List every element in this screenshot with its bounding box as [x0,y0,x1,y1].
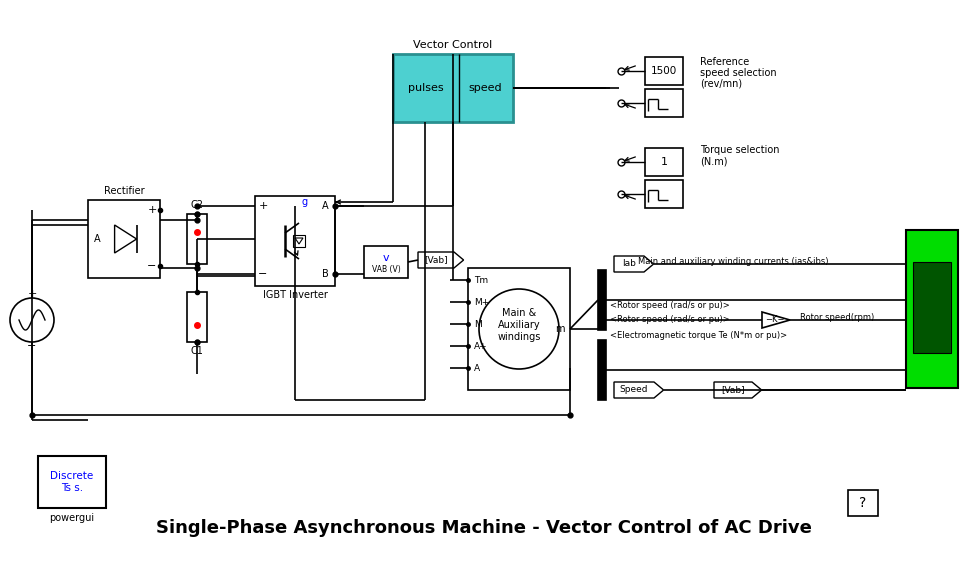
Circle shape [479,289,559,369]
Polygon shape [114,225,137,253]
Circle shape [10,298,54,342]
FancyBboxPatch shape [645,57,683,85]
Text: (N.m): (N.m) [700,156,728,166]
Text: Iab: Iab [622,259,636,268]
Text: −: − [147,261,157,271]
Text: powergui: powergui [49,513,95,523]
Text: M+: M+ [474,298,489,307]
Text: −: − [27,341,37,351]
FancyBboxPatch shape [848,490,878,516]
Text: B: B [322,269,328,279]
Polygon shape [614,382,664,398]
Text: g: g [302,197,308,207]
FancyBboxPatch shape [598,270,606,330]
FancyBboxPatch shape [38,456,106,508]
Text: <Rotor speed (rad/s or pu)>: <Rotor speed (rad/s or pu)> [610,315,730,324]
FancyBboxPatch shape [645,89,683,117]
FancyBboxPatch shape [645,180,683,208]
FancyBboxPatch shape [187,292,207,342]
FancyBboxPatch shape [468,268,570,390]
Text: 1500: 1500 [651,66,677,76]
Text: Speed: Speed [620,385,648,394]
FancyBboxPatch shape [906,230,958,388]
Polygon shape [614,256,654,272]
Text: Main and auxiliary winding currents (ias&ibs): Main and auxiliary winding currents (ias… [638,258,828,267]
FancyBboxPatch shape [393,54,513,122]
Polygon shape [295,238,303,244]
Text: speed: speed [469,83,502,93]
FancyBboxPatch shape [598,340,606,400]
Text: Main &
Auxiliary
windings: Main & Auxiliary windings [497,308,541,342]
Text: +: + [27,289,37,299]
Text: Tm: Tm [474,276,488,285]
FancyBboxPatch shape [364,246,408,278]
FancyBboxPatch shape [88,200,160,278]
FancyBboxPatch shape [187,214,207,264]
FancyBboxPatch shape [913,262,951,353]
Text: −K−: −K− [765,315,784,324]
Text: A: A [94,234,101,244]
Text: v: v [383,253,390,263]
Text: A: A [474,363,480,372]
Text: Rotor speed(rpm): Rotor speed(rpm) [800,314,874,323]
Polygon shape [762,312,790,328]
Text: C1: C1 [191,346,203,356]
Polygon shape [418,252,463,268]
Text: <Electromagnetic torque Te (N*m or pu)>: <Electromagnetic torque Te (N*m or pu)> [610,331,787,340]
Polygon shape [714,382,762,398]
Text: C2: C2 [191,200,203,210]
Text: 1: 1 [661,157,668,167]
FancyBboxPatch shape [255,196,335,286]
Text: −: − [259,269,267,279]
Text: Single-Phase Asynchronous Machine - Vector Control of AC Drive: Single-Phase Asynchronous Machine - Vect… [156,519,812,537]
Text: (rev/mn): (rev/mn) [700,79,742,89]
Text: Reference: Reference [700,57,749,67]
Text: Vector Control: Vector Control [414,40,492,50]
Text: M: M [474,320,482,329]
Text: A: A [322,201,328,211]
Text: A+: A+ [474,342,487,350]
Text: +: + [147,205,157,215]
FancyBboxPatch shape [645,148,683,176]
Text: [Vab]: [Vab] [424,255,448,264]
FancyBboxPatch shape [293,235,305,247]
Text: ?: ? [860,496,866,510]
Text: m: m [555,324,565,334]
Text: speed selection: speed selection [700,68,776,78]
Text: Rectifier: Rectifier [104,186,144,196]
Text: IGBT Inverter: IGBT Inverter [263,290,328,300]
Text: VAB (V): VAB (V) [372,264,400,273]
Text: Discrete
Ts s.: Discrete Ts s. [50,471,94,493]
Text: Torque selection: Torque selection [700,145,779,155]
Text: +: + [259,201,267,211]
Text: <Rotor speed (rad/s or pu)>: <Rotor speed (rad/s or pu)> [610,301,730,310]
Text: pulses: pulses [408,83,443,93]
Text: [Vab]: [Vab] [721,385,745,394]
